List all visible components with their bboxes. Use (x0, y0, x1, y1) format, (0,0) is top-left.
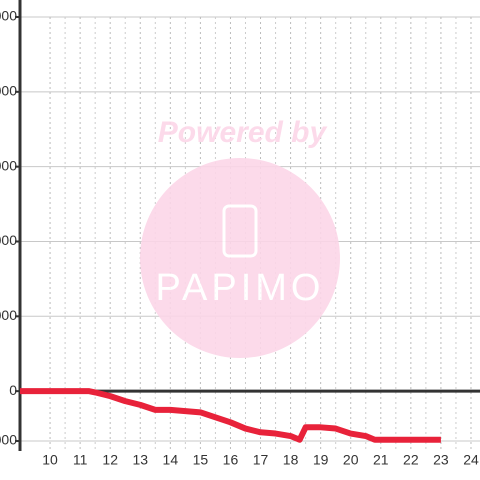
x-tick-label: 11 (73, 452, 88, 468)
grid (20, 16, 480, 451)
x-tick-label: 10 (42, 452, 58, 468)
y-tick-label: 60,000 (0, 232, 17, 248)
x-tick-label: 23 (433, 452, 449, 468)
watermark-icon (222, 204, 258, 258)
x-tick-label: 19 (313, 452, 329, 468)
x-tick-label: 22 (403, 452, 419, 468)
x-tick-label: 20 (343, 452, 359, 468)
y-tick-label: 30,000 (0, 307, 17, 323)
x-tick-label: 15 (193, 452, 209, 468)
x-tick-label: 18 (283, 452, 299, 468)
x-tick-label: 16 (223, 452, 239, 468)
y-tick-label: -20,000 (0, 432, 17, 448)
watermark-circle (140, 158, 340, 358)
watermark-logo: PAPIMO (156, 267, 325, 309)
y-tick-label: 90,000 (0, 157, 17, 173)
watermark-text: Powered by (158, 116, 328, 149)
x-tick-label: 12 (102, 452, 118, 468)
x-tick-label: 24 (463, 452, 479, 468)
y-tick-label: 150,000 (0, 8, 17, 24)
y-tick-label: 0 (9, 382, 17, 398)
x-tick-label: 14 (163, 452, 179, 468)
x-tick-label: 21 (373, 452, 389, 468)
series-line (20, 388, 441, 443)
x-tick-label: 17 (253, 452, 269, 468)
x-tick-label: 13 (132, 452, 148, 468)
plot: 150,000 120,000 90,000 60,000 30,000 0 -20,000… (0, 0, 480, 468)
y-tick-label: 120,000 (0, 83, 17, 99)
watermark: Powered by PAPIMO (140, 116, 340, 358)
